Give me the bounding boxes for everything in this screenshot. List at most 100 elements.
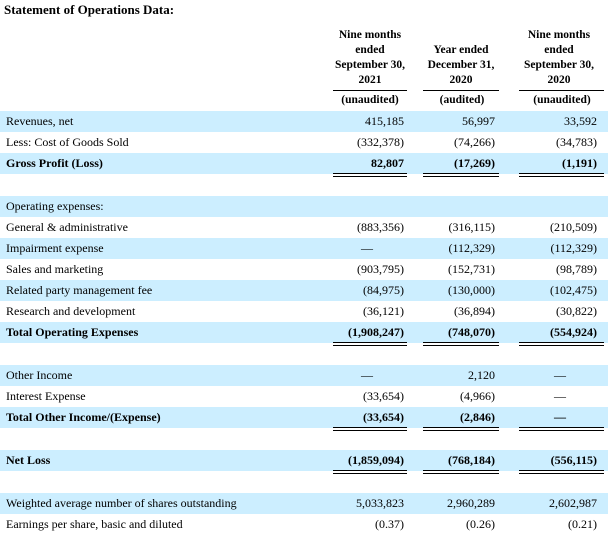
row-value: (0.26) bbox=[466, 517, 495, 531]
row-label: Other Income bbox=[6, 368, 73, 382]
column-header-line: December 31, bbox=[427, 59, 495, 71]
row-value: (17,269) bbox=[454, 156, 495, 170]
row-value: (554,924) bbox=[550, 325, 597, 339]
total-double-rule bbox=[519, 173, 604, 177]
table-row: Impairment expense — (112,329) (112,329) bbox=[0, 238, 608, 259]
row-value: (0.37) bbox=[375, 517, 404, 531]
total-double-rule bbox=[519, 427, 604, 431]
row-value: 33,592 bbox=[564, 114, 597, 128]
row-value: (210,509) bbox=[550, 220, 597, 234]
column-header-line: September 30, bbox=[334, 59, 406, 71]
header-underline bbox=[519, 90, 604, 91]
table-row: Research and development (36,121) (36,89… bbox=[0, 301, 608, 322]
audit-status-2020-nine: (unaudited) bbox=[533, 94, 591, 106]
total-double-rule bbox=[333, 427, 407, 431]
row-value: (130,000) bbox=[448, 283, 495, 297]
row-value: — bbox=[554, 389, 566, 403]
total-double-rule bbox=[423, 427, 499, 431]
audit-status-2021: (unaudited) bbox=[341, 94, 399, 106]
row-value: (98,789) bbox=[556, 262, 597, 276]
row-value: (2,846) bbox=[460, 410, 495, 424]
row-value: (556,115) bbox=[550, 453, 597, 467]
row-value: (1,191) bbox=[562, 156, 597, 170]
column-header-line: Year ended bbox=[433, 44, 489, 56]
row-value: (112,329) bbox=[550, 241, 597, 255]
spacer-row bbox=[0, 472, 608, 493]
column-header-line: Nine months bbox=[527, 29, 591, 41]
row-value: (1,908,247) bbox=[348, 325, 404, 339]
header-underline bbox=[333, 90, 407, 91]
statement-title: Statement of Operations Data: bbox=[4, 2, 175, 17]
table-row: Net Loss (1,859,094) (768,184) (556,115) bbox=[0, 450, 608, 471]
row-value: 415,185 bbox=[365, 114, 404, 128]
row-value: 5,033,823 bbox=[356, 496, 404, 510]
total-double-rule bbox=[333, 342, 407, 346]
column-header-line: 2020 bbox=[547, 74, 571, 86]
column-header-line: ended bbox=[355, 44, 385, 56]
row-value: (74,266) bbox=[454, 135, 495, 149]
row-value: (0.21) bbox=[568, 517, 597, 531]
column-header-nine-months-2021: Nine months ended September 30, 2021 bbox=[324, 28, 416, 88]
row-value: (34,783) bbox=[556, 135, 597, 149]
row-value: (883,356) bbox=[357, 220, 404, 234]
total-double-rule bbox=[423, 470, 499, 474]
row-value: (30,822) bbox=[556, 304, 597, 318]
audit-status-2020-year: (audited) bbox=[439, 94, 485, 106]
row-label: Impairment expense bbox=[6, 241, 104, 255]
table-row: Related party management fee (84,975) (1… bbox=[0, 280, 608, 301]
table-row: Revenues, net 415,185 56,997 33,592 bbox=[0, 111, 608, 132]
table-row: Gross Profit (Loss) 82,807 (17,269) (1,1… bbox=[0, 153, 608, 174]
spacer-row bbox=[0, 344, 608, 365]
row-value: 82,807 bbox=[371, 156, 404, 170]
row-label: Interest Expense bbox=[6, 389, 86, 403]
row-value: (33,654) bbox=[363, 389, 404, 403]
table-row: Earnings per share, basic and diluted (0… bbox=[0, 514, 608, 535]
row-value: (36,894) bbox=[454, 304, 495, 318]
row-value: — bbox=[554, 368, 566, 382]
total-double-rule bbox=[423, 173, 499, 177]
column-header-line: 2021 bbox=[358, 74, 382, 86]
table-row: General & administrative (883,356) (316,… bbox=[0, 217, 608, 238]
row-value: (1,859,094) bbox=[348, 453, 404, 467]
row-value: 2,602,987 bbox=[549, 496, 597, 510]
spacer-row bbox=[0, 174, 608, 195]
row-value: — bbox=[361, 368, 373, 382]
row-value: (152,731) bbox=[448, 262, 495, 276]
column-header-line: ended bbox=[544, 44, 574, 56]
section-label: Operating expenses: bbox=[6, 199, 104, 213]
column-header-line: Nine months bbox=[338, 29, 402, 41]
table-row: Total Other Income/(Expense) (33,654) (2… bbox=[0, 407, 608, 428]
row-value: (903,795) bbox=[357, 262, 404, 276]
row-value: (748,070) bbox=[448, 325, 495, 339]
row-value: 2,120 bbox=[468, 368, 495, 382]
total-double-rule bbox=[423, 342, 499, 346]
row-value: — bbox=[554, 410, 566, 424]
column-header-line: 2020 bbox=[449, 74, 473, 86]
table-row: Weighted average number of shares outsta… bbox=[0, 493, 608, 514]
row-value: 2,960,289 bbox=[447, 496, 495, 510]
row-label: Gross Profit (Loss) bbox=[6, 156, 103, 170]
row-label: Less: Cost of Goods Sold bbox=[6, 135, 129, 149]
row-value: (768,184) bbox=[448, 453, 495, 467]
column-header-nine-months-2020: Nine months ended September 30, 2020 bbox=[512, 28, 606, 88]
row-value: (84,975) bbox=[363, 283, 404, 297]
spacer-row bbox=[0, 429, 608, 450]
total-double-rule bbox=[519, 470, 604, 474]
row-label: Revenues, net bbox=[6, 114, 74, 128]
row-value: (4,966) bbox=[460, 389, 495, 403]
header-underline bbox=[423, 90, 499, 91]
row-label: Research and development bbox=[6, 304, 136, 318]
row-label: General & administrative bbox=[6, 220, 128, 234]
row-value: (112,329) bbox=[448, 241, 495, 255]
row-value: 56,997 bbox=[462, 114, 495, 128]
row-value: — bbox=[361, 241, 373, 255]
table-row: Interest Expense (33,654) (4,966) — bbox=[0, 386, 608, 407]
table-row: Other Income — 2,120 — bbox=[0, 365, 608, 386]
total-double-rule bbox=[333, 173, 407, 177]
column-header-line: September 30, bbox=[523, 59, 595, 71]
row-label: Related party management fee bbox=[6, 283, 153, 297]
row-value: (332,378) bbox=[357, 135, 404, 149]
row-label: Weighted average number of shares outsta… bbox=[6, 496, 237, 510]
table-row: Total Operating Expenses (1,908,247) (74… bbox=[0, 322, 608, 343]
table-row: Less: Cost of Goods Sold (332,378) (74,2… bbox=[0, 132, 608, 153]
